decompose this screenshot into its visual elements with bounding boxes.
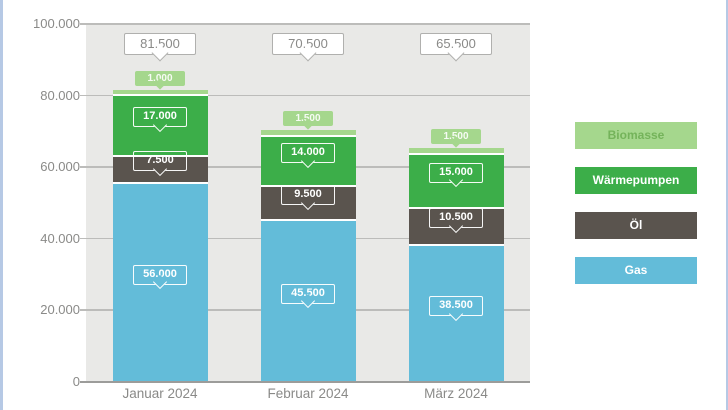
y-axis-tick-label: 40.000 [40, 230, 80, 246]
bar-segment-biomasse[interactable] [408, 147, 504, 153]
data-label-waermepumpen: 17.000 [133, 107, 187, 132]
data-label-oel: 10.500 [429, 208, 483, 233]
data-label-biomasse: 1.000 [135, 71, 185, 90]
total-label: 65.500 [420, 33, 492, 61]
x-axis-category-label: Februar 2024 [267, 386, 349, 401]
data-label-waermepumpen: 14.000 [281, 143, 335, 168]
y-axis-tick-label: 0 [72, 374, 80, 389]
legend-item-waermepumpen[interactable]: Wärmepumpen [575, 167, 697, 194]
gridline [80, 23, 530, 25]
window-border-right [726, 0, 728, 410]
data-label-biomasse: 1.500 [431, 128, 481, 148]
legend-item-gas[interactable]: Gas [575, 257, 697, 284]
y-axis-tick-label: 80.000 [40, 87, 80, 103]
gridline [80, 94, 530, 97]
bar-segment-biomasse[interactable] [112, 90, 208, 94]
y-axis-tick-label: 20.000 [40, 302, 80, 318]
data-label-waermepumpen: 15.000 [429, 162, 483, 188]
data-label-gas: 38.500 [429, 296, 483, 321]
data-label-gas: 56.000 [133, 264, 187, 290]
x-axis-line [80, 381, 530, 383]
x-axis-category-label: Januar 2024 [122, 386, 198, 401]
x-axis-category-label: März 2024 [424, 386, 488, 401]
total-label: 70.500 [272, 33, 344, 61]
y-axis-tick-label: 100.000 [33, 16, 80, 31]
y-axis-tick-label: 60.000 [40, 159, 80, 175]
window-border-left [0, 0, 3, 410]
data-label-oel: 9.500 [281, 185, 335, 210]
bar-segment-biomasse[interactable] [260, 129, 356, 135]
data-label-biomasse: 1.500 [283, 110, 333, 130]
legend-item-oel[interactable]: Öl [575, 212, 697, 239]
legend-item-biomasse[interactable]: Biomasse [575, 122, 697, 149]
data-label-oel: 7.500 [133, 151, 187, 176]
data-label-gas: 45.500 [281, 283, 335, 309]
total-label: 81.500 [124, 33, 196, 61]
